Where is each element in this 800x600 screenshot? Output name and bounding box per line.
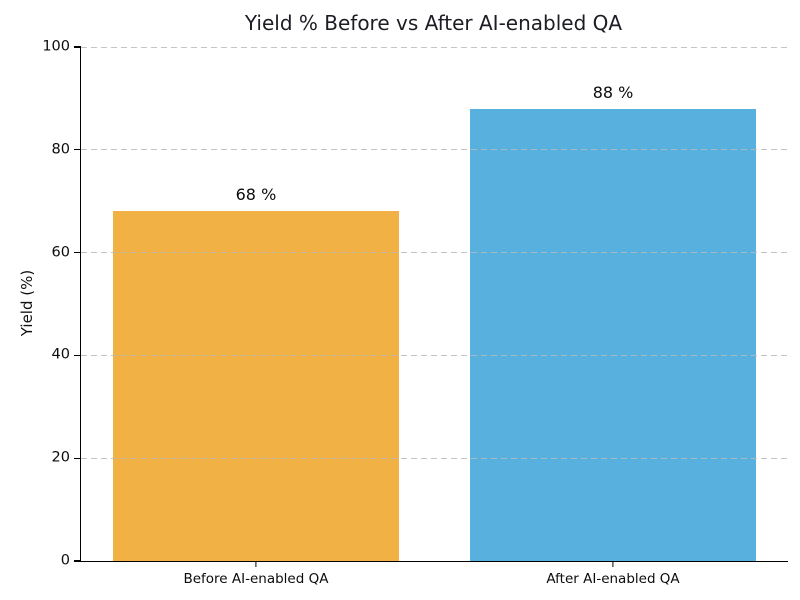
gridline-y40 <box>81 354 788 356</box>
gridline-y20 <box>81 457 788 459</box>
y-tick-mark <box>74 149 81 151</box>
gridline-y100 <box>81 46 788 48</box>
y-tick-label: 80 <box>51 141 70 158</box>
chart-title: Yield % Before vs After AI-enabled QA <box>244 11 623 35</box>
y-tick-mark <box>74 560 81 562</box>
x-tick-label: After AI-enabled QA <box>546 571 680 587</box>
y-tick-mark <box>74 252 81 254</box>
gridline-y60 <box>81 252 788 254</box>
y-tick-label: 100 <box>42 38 70 55</box>
bar-value-label: 68 % <box>235 185 277 205</box>
x-tick-mark <box>255 561 257 567</box>
bar-value-label: 88 % <box>592 82 634 102</box>
y-tick-mark <box>74 46 81 48</box>
plot-area: 0 20 40 60 80 100 68 % Before AI-enabled QA 88 %… <box>42 39 788 587</box>
bar-before-ai-enabled-qa <box>113 211 399 561</box>
x-tick-label: Before AI-enabled QA <box>183 571 329 587</box>
y-tick-mark <box>74 457 81 459</box>
x-tick-mark <box>612 561 614 567</box>
bar-after-ai-enabled-qa <box>470 108 756 561</box>
y-tick-label: 60 <box>51 244 70 261</box>
y-tick-label: 40 <box>51 347 70 364</box>
y-tick-label: 20 <box>51 449 70 466</box>
y-tick-label: 0 <box>60 552 70 569</box>
y-tick-mark <box>74 354 81 356</box>
y-axis-title: Yield (%) <box>18 269 36 337</box>
gridline-y80 <box>81 149 788 151</box>
